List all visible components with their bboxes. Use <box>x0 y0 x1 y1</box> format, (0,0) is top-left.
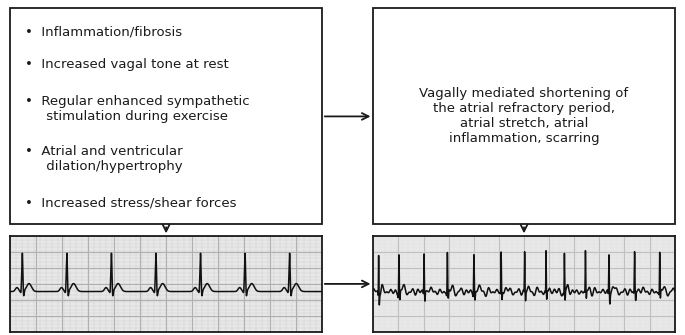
Text: Vagally mediated shortening of
the atrial refractory period,
atrial stretch, atr: Vagally mediated shortening of the atria… <box>419 87 629 145</box>
Text: •  Atrial and ventricular
     dilation/hypertrophy: • Atrial and ventricular dilation/hypert… <box>25 144 183 173</box>
Text: •  Inflammation/fibrosis: • Inflammation/fibrosis <box>25 26 182 39</box>
Bar <box>373 8 675 224</box>
Text: •  Increased stress/shear forces: • Increased stress/shear forces <box>25 196 237 209</box>
Text: •  Regular enhanced sympathetic
     stimulation during exercise: • Regular enhanced sympathetic stimulati… <box>25 95 250 123</box>
Bar <box>10 8 322 224</box>
Text: •  Increased vagal tone at rest: • Increased vagal tone at rest <box>25 58 229 71</box>
